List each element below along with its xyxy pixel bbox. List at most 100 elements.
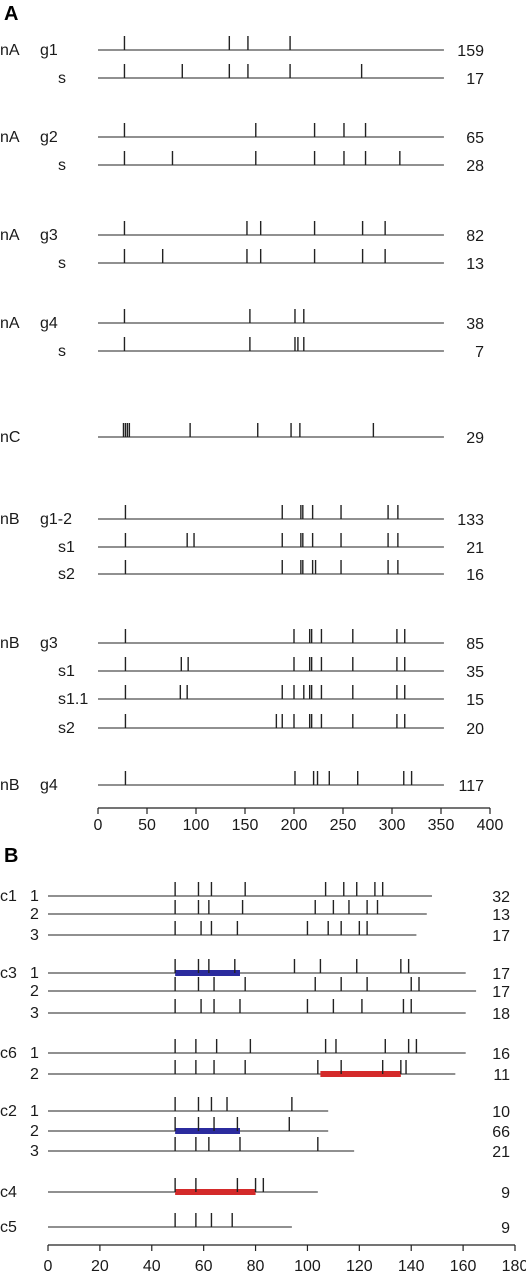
panel-a-row-group-label: nC (0, 429, 20, 446)
panel-b-row: 2 17 (30, 977, 510, 1001)
panel-a-axis-tick-label: 150 (232, 817, 259, 834)
panel-b-axis-tick-label: 140 (398, 1258, 425, 1275)
panel-a-row-name-label: g3 (40, 227, 58, 244)
panel-b-row: c2 1 10 (0, 1097, 510, 1121)
panel-a-row: nA g2 65 (0, 123, 484, 147)
panel-a-row-name-label: s2 (58, 720, 75, 737)
panel-b-row-name-label: 1 (30, 965, 39, 982)
panel-b-axis-tick-label: 160 (450, 1258, 477, 1275)
panel-a-row-count: 35 (466, 664, 484, 681)
panel-a-axis-tick-label: 50 (138, 817, 156, 834)
panel-b-highlight-bar (175, 970, 240, 976)
panel-a-row: s1 35 (58, 657, 484, 681)
panel-a-axis-tick-label: 250 (330, 817, 357, 834)
panel-b-highlight-bar (320, 1071, 401, 1077)
panel-a-row-group-label: nA (0, 227, 20, 244)
panel-a-row-count: 159 (457, 43, 484, 60)
panel-b-row-count: 17 (492, 928, 510, 945)
panel-a-axis-tick-label: 300 (379, 817, 406, 834)
panel-b-row: 2 13 (30, 900, 510, 924)
panel-b-axis-tick-label: 0 (44, 1258, 53, 1275)
panel-b-row-count: 11 (493, 1067, 510, 1084)
panel-b-row: 3 21 (30, 1137, 510, 1161)
panel-b-axis-tick-label: 20 (91, 1258, 109, 1275)
panel-a-row-name-label: g4 (40, 777, 58, 794)
panel-b-row-count: 9 (501, 1220, 510, 1237)
panel-b-row-count: 13 (492, 907, 510, 924)
panel-a-row: s2 20 (58, 714, 484, 738)
panel-a-row-count: 28 (466, 158, 484, 175)
panel-a-row-count: 29 (466, 430, 484, 447)
panel-b-row-count: 66 (492, 1124, 510, 1141)
panel-a-row-count: 15 (466, 692, 484, 709)
panel-b-axis-tick-label: 120 (346, 1258, 373, 1275)
panel-b-row-name-label: 1 (30, 1103, 39, 1120)
panel-b-row-group-label: c2 (0, 1103, 17, 1120)
panel-b-row: c3 1 17 (0, 959, 510, 983)
panel-b-row-name-label: 2 (30, 1123, 39, 1140)
panel-a-row-group-label: nA (0, 129, 20, 146)
panel-b-axis-tick-label: 180 (502, 1258, 526, 1275)
panel-a-row: nC 29 (0, 423, 484, 447)
panel-b-axis-tick-label: 60 (195, 1258, 213, 1275)
panel-a-row-group-label: nB (0, 635, 20, 652)
panel-a-row-group-label: nB (0, 777, 20, 794)
panel-b-row-group-label: c6 (0, 1045, 17, 1062)
panel-b-row-group-label: c4 (0, 1184, 17, 1201)
panel-b-row-name-label: 3 (30, 1005, 39, 1022)
panel-a-row-name-label: s (58, 255, 66, 272)
panel-a-row-name-label: g1 (40, 42, 58, 59)
panel-a-row-name-label: s1 (58, 663, 75, 680)
panel-a-row-count: 17 (466, 71, 484, 88)
panel-a-row: s1 21 (58, 533, 484, 557)
panel-a-row-count: 13 (466, 256, 484, 273)
panel-b-highlight-bar (175, 1189, 256, 1195)
panel-b-row-group-label: c3 (0, 965, 17, 982)
panel-a-row-count: 117 (458, 778, 484, 795)
panel-a-row-count: 133 (457, 512, 484, 529)
panel-b-axis: 0 20 40 60 80 100 120 140 160 180 (44, 1244, 526, 1275)
panel-a-row: s 28 (58, 151, 484, 175)
panel-b-row: c5 9 (0, 1213, 510, 1237)
panel-b-row: 3 17 (30, 921, 510, 945)
panel-a-label: A (4, 3, 18, 25)
panel-a-row-name-label: s (58, 157, 66, 174)
panel-a-row: s2 16 (58, 560, 484, 584)
panel-a-row-name-label: g1-2 (40, 511, 72, 528)
panel-a-row-group-label: nA (0, 42, 20, 59)
panel-b-row: c6 1 16 (0, 1039, 510, 1063)
panel-b-row-group-label: c1 (0, 888, 17, 905)
panel-b-row-count: 10 (492, 1104, 510, 1121)
panel-a-row-count: 7 (475, 344, 484, 361)
panel-a-axis-tick-label: 400 (477, 817, 504, 834)
panel-a-row-group-label: nB (0, 511, 20, 528)
panel-b-row-name-label: 3 (30, 1143, 39, 1160)
panel-a-axis-tick-label: 100 (183, 817, 210, 834)
panel-a-row-group-label: nA (0, 315, 20, 332)
panel-b-row-count: 17 (492, 984, 510, 1001)
panel-a-row-name-label: g3 (40, 635, 58, 652)
panel-a-row: nB g3 85 (0, 629, 484, 653)
panel-a-row: s1.1 15 (58, 685, 484, 709)
panel-a-row-count: 82 (466, 228, 484, 245)
panel-a-row-name-label: s1.1 (58, 691, 88, 708)
panel-b-row: c1 1 32 (0, 882, 510, 906)
panel-a-row-name-label: s1 (58, 539, 75, 556)
panel-b-axis-tick-label: 80 (247, 1258, 265, 1275)
panel-b-row-count: 17 (492, 966, 510, 983)
panel-a-row-name-label: s (58, 343, 66, 360)
panel-a-row: nB g1-2 133 (0, 505, 484, 529)
panel-a-row-name-label: s2 (58, 566, 75, 583)
panel-a-row-count: 20 (466, 721, 484, 738)
panel-b-row-name-label: 1 (30, 1045, 39, 1062)
panel-b-row-name-label: 2 (30, 983, 39, 1000)
panel-a-row-count: 21 (466, 540, 484, 557)
panel-a-row: nA g3 82 (0, 221, 484, 245)
panel-a-axis-tick-label: 0 (94, 817, 103, 834)
panel-b-row: 2 66 (30, 1117, 510, 1141)
panel-b-axis-tick-label: 100 (294, 1258, 321, 1275)
panel-b-row-count: 21 (492, 1144, 510, 1161)
